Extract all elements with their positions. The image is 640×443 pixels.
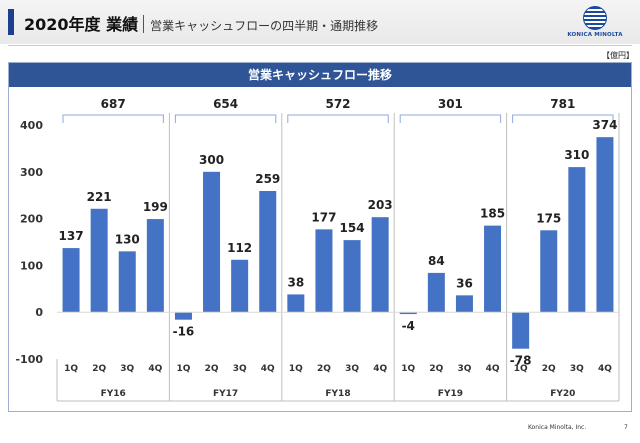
- title-main: 2020年度 業績: [24, 15, 139, 34]
- y-tick-label: 0: [35, 306, 43, 319]
- bar: [512, 312, 530, 349]
- data-label: 154: [340, 221, 365, 235]
- data-label: 374: [592, 118, 617, 132]
- y-tick-label: 200: [20, 213, 43, 226]
- bar: [427, 272, 445, 313]
- data-label: 84: [428, 254, 445, 268]
- page-title: 2020年度 業績 営業キャッシュフローの四半期・通期推移: [24, 11, 378, 35]
- fy-total-bracket: [62, 114, 164, 123]
- quarter-label: 3Q: [120, 364, 134, 374]
- data-label: -16: [173, 325, 195, 339]
- header-divider: [8, 45, 632, 46]
- data-label: 137: [59, 229, 84, 243]
- fy-total-bracket: [287, 114, 389, 123]
- quarter-label: 4Q: [148, 364, 162, 374]
- bar: [90, 208, 108, 313]
- bar: [540, 230, 558, 313]
- bar: [315, 229, 333, 313]
- quarter-label: 1Q: [176, 364, 190, 374]
- data-label: 112: [227, 241, 252, 255]
- data-label: 199: [143, 200, 168, 214]
- bar: [399, 312, 417, 315]
- quarter-label: 1Q: [289, 364, 303, 374]
- quarter-label: 4Q: [261, 364, 275, 374]
- data-label: 203: [368, 198, 393, 212]
- fiscal-year-label: FY19: [438, 389, 463, 399]
- title-separator: [143, 15, 145, 33]
- bar: [174, 312, 192, 320]
- quarter-label: 3Q: [457, 364, 471, 374]
- quarter-label: 3Q: [233, 364, 247, 374]
- data-label: 259: [255, 172, 280, 186]
- fy-total-label: 781: [550, 97, 575, 111]
- unit-label: 【億円】: [602, 51, 634, 60]
- data-label: -78: [510, 354, 532, 368]
- data-label: 177: [311, 210, 336, 224]
- y-tick-label: -100: [15, 353, 43, 366]
- quarter-label: 3Q: [345, 364, 359, 374]
- bar: [231, 259, 249, 313]
- quarter-label: 2Q: [429, 364, 443, 374]
- quarter-label: 1Q: [64, 364, 78, 374]
- fy-total-bracket: [512, 114, 614, 123]
- fy-total-bracket: [399, 114, 502, 123]
- quarter-label: 3Q: [570, 364, 584, 374]
- fy-total-label: 301: [438, 97, 463, 111]
- fy-total-bracket: [174, 114, 277, 123]
- globe-logo-icon: [583, 6, 607, 30]
- y-tick-label: 400: [20, 119, 43, 132]
- quarter-label: 4Q: [486, 364, 500, 374]
- bar: [596, 137, 614, 313]
- footer-company: Konica Minolta, Inc.: [528, 424, 587, 431]
- company-logo: KONICA MINOLTA: [565, 6, 625, 42]
- cash-flow-chart: -100 0 100 200 300 400 687 137 1Q 221 2Q 130 3Q 199 4Q…: [15, 97, 620, 402]
- quarter-label: 4Q: [373, 364, 387, 374]
- data-label: 36: [456, 276, 473, 290]
- title-subtitle: 営業キャッシュフローの四半期・通期推移: [150, 19, 379, 33]
- data-label: 38: [287, 275, 304, 289]
- data-label: 300: [199, 153, 224, 167]
- data-label: 175: [536, 211, 561, 225]
- data-label: 221: [87, 190, 112, 204]
- bar: [259, 190, 277, 313]
- bar: [484, 225, 502, 313]
- fiscal-year-label: FY16: [101, 389, 126, 399]
- header-band: 2020年度 業績 営業キャッシュフローの四半期・通期推移 KONICA MINO…: [0, 0, 640, 44]
- data-label: 185: [480, 207, 505, 221]
- bar: [455, 295, 473, 313]
- bar: [343, 240, 361, 313]
- fiscal-year-label: FY17: [213, 389, 238, 399]
- bar: [118, 251, 136, 313]
- data-label: 130: [115, 232, 140, 246]
- fy-total-label: 572: [325, 97, 350, 111]
- data-label: 310: [564, 148, 589, 162]
- bar: [203, 171, 221, 313]
- bar: [568, 167, 586, 313]
- bar: [62, 248, 80, 313]
- quarter-label: 1Q: [514, 364, 528, 374]
- quarter-label: 2Q: [317, 364, 331, 374]
- quarter-label: 4Q: [598, 364, 612, 374]
- quarter-label: 2Q: [92, 364, 106, 374]
- fiscal-year-label: FY20: [550, 389, 575, 399]
- header-accent-bar: [8, 9, 14, 35]
- quarter-label: 1Q: [401, 364, 415, 374]
- bar: [287, 294, 305, 313]
- data-label: -4: [402, 319, 415, 333]
- y-tick-label: 100: [20, 259, 43, 272]
- chart-frame: -100 0 100 200 300 400 687 137 1Q 221 2Q 130 3Q 199 4Q…: [8, 62, 632, 412]
- fy-total-label: 687: [101, 97, 126, 111]
- bar: [371, 217, 389, 313]
- quarter-label: 2Q: [542, 364, 556, 374]
- fiscal-year-label: FY18: [325, 389, 350, 399]
- bar: [146, 219, 164, 313]
- page-number: 7: [624, 424, 628, 431]
- y-tick-label: 300: [20, 166, 43, 179]
- quarter-label: 2Q: [205, 364, 219, 374]
- logo-wordmark: KONICA MINOLTA: [567, 32, 623, 38]
- fy-total-label: 654: [213, 97, 238, 111]
- chart-title: 営業キャッシュフロー推移: [9, 63, 631, 87]
